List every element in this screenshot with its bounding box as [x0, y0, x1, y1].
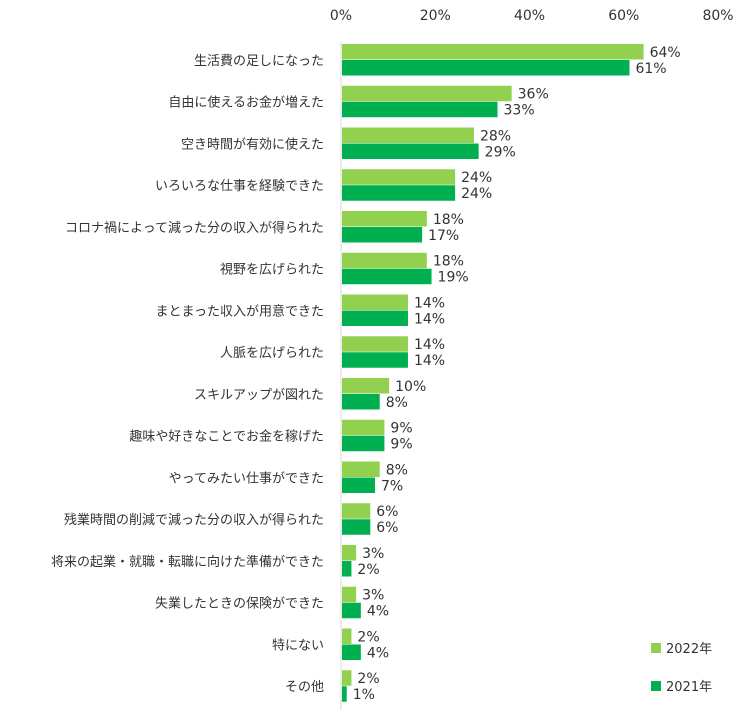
bar — [342, 252, 427, 269]
category-label: いろいろな仕事を経験できた — [155, 179, 324, 194]
bar — [342, 352, 408, 368]
data-label: 24% — [461, 170, 492, 186]
category-label: スキルアップが図れた — [194, 388, 324, 403]
data-label: 6% — [376, 504, 398, 520]
data-label: 19% — [438, 270, 469, 286]
bar — [342, 143, 479, 159]
category-label: 視野を広げられた — [220, 263, 324, 278]
bar — [342, 461, 380, 477]
bar — [342, 85, 512, 102]
data-label: 64% — [650, 45, 681, 61]
data-label: 2% — [357, 671, 379, 687]
bar — [342, 670, 352, 686]
bar — [342, 644, 361, 660]
bar — [342, 545, 357, 561]
category-label: 人脈を広げられた — [220, 346, 324, 361]
data-label: 17% — [428, 228, 459, 244]
data-label: 18% — [433, 212, 464, 228]
bar — [342, 419, 385, 436]
x-tick-label: 40% — [514, 8, 545, 24]
bar — [342, 310, 408, 326]
legend-swatch — [651, 643, 661, 653]
bars — [342, 44, 644, 702]
category-label: やってみたい仕事ができた — [169, 471, 324, 486]
bar — [342, 503, 371, 519]
data-label: 24% — [461, 186, 492, 202]
x-tick-label: 20% — [420, 8, 451, 24]
legend-label: 2022年 — [666, 642, 712, 657]
bar — [342, 519, 371, 535]
category-label: 空き時間が有効に使えた — [181, 136, 324, 152]
data-label: 8% — [386, 395, 408, 411]
data-label: 14% — [414, 337, 445, 353]
legend-swatch — [651, 681, 661, 691]
category-label: その他 — [285, 680, 324, 695]
category-label: 特にない — [272, 638, 324, 653]
bar — [342, 169, 456, 185]
bar — [342, 394, 380, 410]
data-label: 10% — [395, 379, 426, 395]
category-label: 残業時間の削減で減った分の収入が得られた — [64, 512, 324, 528]
data-label: 9% — [390, 421, 412, 437]
data-label: 6% — [376, 520, 398, 536]
data-label: 14% — [414, 353, 445, 369]
data-label: 1% — [353, 687, 375, 703]
category-labels: 生活費の足しになった自由に使えるお金が増えた空き時間が有効に使えたいろいろな仕事… — [51, 54, 324, 695]
legend: 2022年 2021年 — [651, 642, 712, 695]
data-label: 4% — [367, 645, 389, 661]
bar — [342, 127, 474, 143]
bar — [342, 336, 408, 352]
category-label: 趣味や好きなことでお金を稼げた — [129, 429, 324, 445]
data-label: 61% — [635, 61, 666, 77]
bar — [342, 227, 423, 243]
bar — [342, 686, 347, 702]
data-label: 3% — [362, 588, 384, 604]
data-label: 29% — [485, 144, 516, 160]
bar — [342, 60, 630, 76]
data-label: 14% — [414, 295, 445, 311]
bar — [342, 602, 361, 619]
x-tick-label: 60% — [608, 8, 639, 24]
bar — [342, 561, 352, 577]
data-label: 36% — [518, 87, 549, 103]
bar — [342, 44, 644, 60]
category-label: まとまった収入が用意できた — [156, 303, 324, 319]
x-axis-ticks: 0% 20% 40% 60% 80% — [330, 8, 734, 24]
bar — [342, 628, 352, 644]
bar — [342, 435, 385, 452]
bar — [342, 268, 432, 285]
data-label: 2% — [357, 562, 379, 578]
data-label: 4% — [367, 604, 389, 620]
legend-label: 2021年 — [666, 680, 712, 695]
category-label: コロナ禍によって減った分の収入が得られた — [65, 220, 324, 236]
bar — [342, 477, 375, 493]
category-label: 将来の起業・就職・転職に向けた準備ができた — [51, 554, 324, 570]
data-label: 28% — [480, 128, 511, 144]
category-label: 自由に使えるお金が増えた — [168, 95, 324, 111]
data-label: 14% — [414, 311, 445, 327]
x-tick-label: 0% — [330, 8, 352, 24]
data-label: 33% — [504, 103, 535, 119]
data-label: 9% — [390, 437, 412, 453]
data-labels: 64%61%36%33%28%29%24%24%18%17%18%19%14%1… — [353, 45, 681, 703]
category-label: 失業したときの保険ができた — [155, 596, 324, 612]
data-label: 2% — [357, 629, 379, 645]
x-tick-label: 80% — [702, 8, 733, 24]
data-label: 18% — [433, 254, 464, 270]
data-label: 8% — [386, 462, 408, 478]
data-label: 7% — [381, 478, 403, 494]
bar — [342, 211, 427, 227]
bar — [342, 294, 408, 310]
bar — [342, 185, 456, 201]
category-label: 生活費の足しになった — [194, 54, 324, 69]
bar — [342, 586, 357, 603]
bar — [342, 378, 390, 394]
data-label: 3% — [362, 546, 384, 562]
bar — [342, 101, 498, 118]
